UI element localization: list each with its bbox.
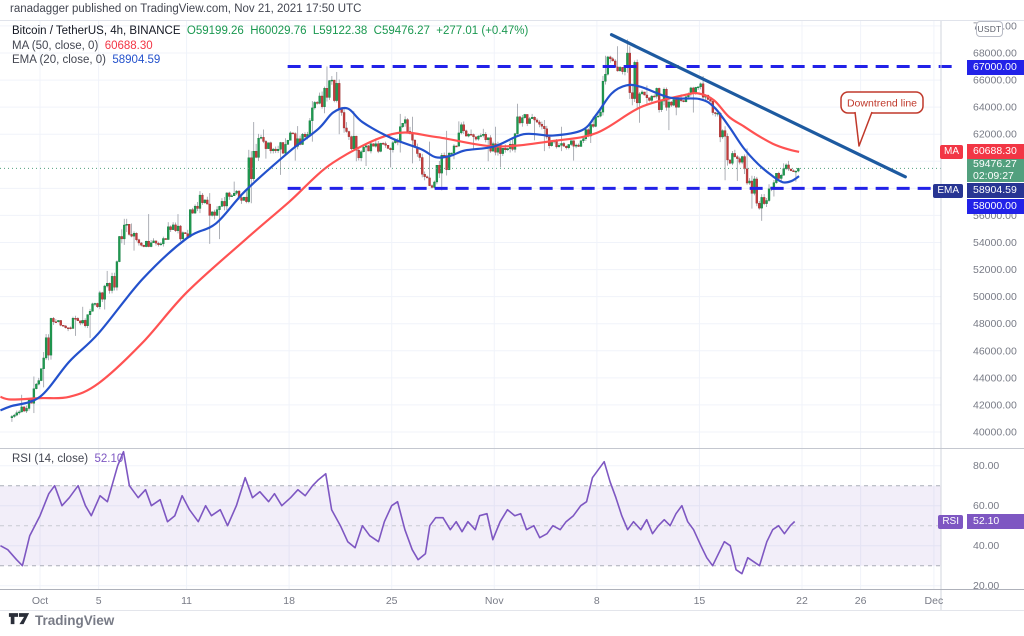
downtrend-callout[interactable]: Downtrend line [840, 91, 924, 147]
tradingview-logo[interactable]: TradingView [8, 612, 114, 629]
symbol-legend[interactable]: Bitcoin / TetherUS, 4h, BINANCE O59199.2… [12, 25, 528, 37]
symbol-title: Bitcoin / TetherUS, 4h, BINANCE [12, 25, 181, 37]
svg-text:25: 25 [386, 595, 398, 607]
svg-text:20.00: 20.00 [973, 580, 999, 592]
svg-text:Oct: Oct [32, 595, 48, 607]
gridlines [0, 21, 941, 589]
bottom-divider [0, 610, 1024, 611]
ma-axis-badge: MA [940, 145, 963, 159]
svg-text:15: 15 [694, 595, 706, 607]
ma-axis-value: 60688.30 [967, 144, 1024, 159]
svg-text:62000.00: 62000.00 [973, 129, 1017, 141]
currency-toggle-button[interactable]: USDT [976, 21, 1003, 37]
ohlc-values: O59199.26 H60029.76 L59122.38 C59476.27 … [186, 25, 529, 37]
ma-legend[interactable]: MA (50, close, 0) 60688.30 [12, 40, 153, 52]
downtrend-callout-text: Downtrend line [847, 98, 917, 110]
svg-text:18: 18 [283, 595, 295, 607]
svg-text:11: 11 [181, 595, 192, 607]
pane-divider[interactable] [0, 448, 1024, 449]
ma-legend-label: MA (50, close, 0) [12, 40, 99, 52]
svg-text:48000.00: 48000.00 [973, 318, 1017, 330]
ema-legend-label: EMA (20, close, 0) [12, 54, 106, 66]
svg-text:46000.00: 46000.00 [973, 345, 1017, 357]
candles [10, 39, 800, 422]
downtrend-trendline[interactable] [609, 33, 907, 179]
attribution-text: ranadagger published on TradingView.com,… [10, 3, 362, 15]
svg-text:52000.00: 52000.00 [973, 264, 1017, 276]
svg-text:40000.00: 40000.00 [973, 426, 1017, 438]
upper-level-price-label: 67000.00 [967, 60, 1024, 75]
rsi-legend-label: RSI (14, close) [12, 453, 89, 465]
rsi-axis-value: 52.10 [967, 514, 1024, 529]
time-axis-divider [0, 589, 1024, 590]
ma-legend-value: 60688.30 [104, 40, 153, 52]
rsi-axis-badge: RSI [938, 515, 963, 529]
header-divider [0, 20, 1024, 21]
bar-countdown: 02:09:27 [973, 169, 1014, 182]
ema-axis-value: 58904.59 [967, 183, 1024, 198]
svg-text:44000.00: 44000.00 [973, 372, 1017, 384]
svg-text:68000.00: 68000.00 [973, 48, 1017, 60]
rsi-legend-value: 52.10 [94, 453, 124, 465]
ema-legend[interactable]: EMA (20, close, 0) 58904.59 [12, 54, 160, 66]
svg-text:64000.00: 64000.00 [973, 102, 1017, 114]
svg-text:60.00: 60.00 [973, 500, 999, 512]
ema-legend-value: 58904.59 [112, 54, 161, 66]
svg-text:50000.00: 50000.00 [973, 291, 1017, 303]
svg-text:26: 26 [855, 595, 867, 607]
ema20-line[interactable] [0, 83, 800, 412]
tradingview-logo-text: TradingView [35, 613, 115, 628]
tradingview-logo-icon [8, 613, 30, 625]
svg-text:8: 8 [594, 595, 600, 607]
svg-text:Dec: Dec [925, 595, 944, 607]
svg-text:42000.00: 42000.00 [973, 399, 1017, 411]
rsi-line[interactable] [0, 450, 796, 575]
svg-text:5: 5 [96, 595, 102, 607]
svg-text:54000.00: 54000.00 [973, 237, 1017, 249]
svg-text:66000.00: 66000.00 [973, 75, 1017, 87]
current-price-value: 59476.27 [973, 158, 1017, 170]
rsi-legend[interactable]: RSI (14, close) 52.10 [12, 453, 123, 465]
svg-text:40.00: 40.00 [973, 540, 999, 552]
ema-axis-badge: EMA [933, 184, 963, 198]
svg-text:Nov: Nov [485, 595, 504, 607]
current-price-label: 59476.27 02:09:27 [967, 158, 1024, 182]
lower-level-price-label: 58000.00 [967, 199, 1024, 214]
svg-text:22: 22 [796, 595, 808, 607]
svg-text:80.00: 80.00 [973, 460, 999, 472]
